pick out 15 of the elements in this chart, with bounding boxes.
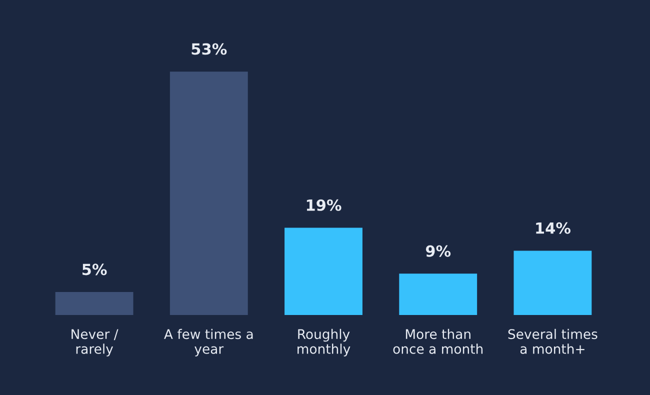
x-tick-label: More than once a month xyxy=(393,328,483,354)
data-label: 53% xyxy=(192,43,227,55)
data-label: 19% xyxy=(306,199,342,211)
bar xyxy=(55,292,134,315)
data-label: 14% xyxy=(536,222,570,234)
bar xyxy=(514,250,592,315)
data-label: 9% xyxy=(426,245,451,257)
x-tick-label: Several times a month+ xyxy=(508,328,598,354)
x-tick-label: Never / rarely xyxy=(72,329,118,356)
bar xyxy=(399,274,478,315)
bar xyxy=(284,228,362,315)
x-tick-label: A few times a year xyxy=(164,328,253,356)
bar xyxy=(170,72,248,315)
x-tick-label: Roughly monthly xyxy=(298,328,350,356)
data-label: 5% xyxy=(82,264,107,276)
